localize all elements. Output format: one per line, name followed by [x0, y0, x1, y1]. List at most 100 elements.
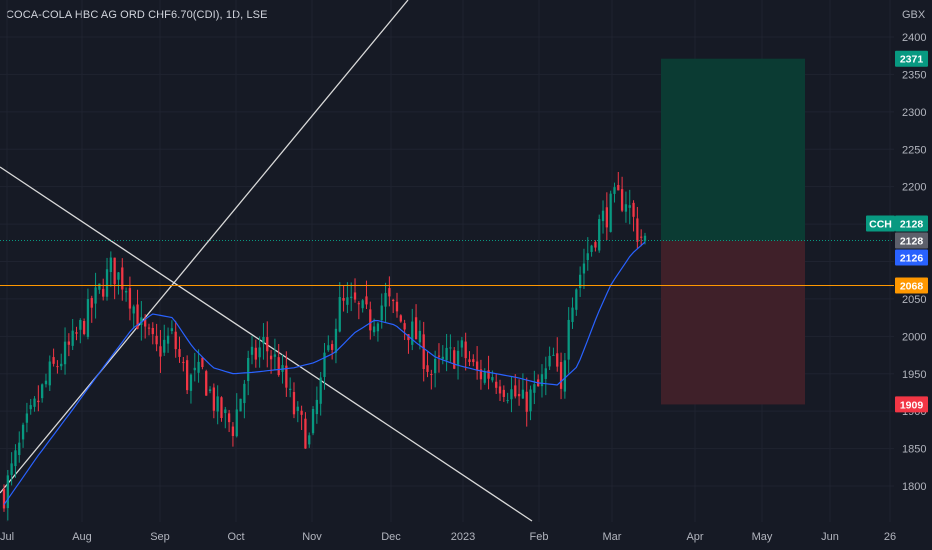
candle-body[interactable]	[563, 360, 567, 392]
candle-body[interactable]	[613, 187, 616, 194]
candle-body[interactable]	[220, 397, 223, 418]
candle-body[interactable]	[624, 204, 628, 212]
candle-body[interactable]	[243, 383, 246, 404]
candle-body[interactable]	[346, 297, 349, 305]
candle-body[interactable]	[170, 328, 174, 332]
candle-body[interactable]	[10, 463, 13, 475]
candle-body[interactable]	[63, 341, 67, 365]
candle-body[interactable]	[628, 205, 631, 208]
candle-body[interactable]	[414, 317, 418, 340]
candle-body[interactable]	[212, 387, 215, 411]
candle-body[interactable]	[517, 393, 521, 397]
candle-body[interactable]	[315, 399, 319, 415]
candle-body[interactable]	[372, 326, 376, 333]
candle-body[interactable]	[258, 347, 261, 358]
candle-body[interactable]	[185, 360, 189, 391]
candle-body[interactable]	[418, 330, 422, 343]
candle-body[interactable]	[6, 475, 9, 509]
candle-body[interactable]	[430, 374, 433, 376]
candle-body[interactable]	[205, 371, 208, 396]
candle-body[interactable]	[18, 442, 21, 456]
candle-body[interactable]	[113, 257, 116, 285]
candle-body[interactable]	[392, 299, 395, 302]
candle-body[interactable]	[640, 236, 643, 238]
candle-body[interactable]	[449, 347, 452, 349]
candle-body[interactable]	[296, 406, 299, 411]
candle-body[interactable]	[151, 328, 154, 335]
candle-body[interactable]	[25, 413, 29, 423]
candle-body[interactable]	[590, 245, 593, 252]
candle-body[interactable]	[224, 409, 227, 414]
candle-body[interactable]	[533, 384, 536, 393]
candle-body[interactable]	[605, 207, 608, 228]
candle-body[interactable]	[132, 306, 135, 314]
candle-body[interactable]	[353, 292, 357, 300]
candle-body[interactable]	[21, 424, 25, 440]
candle-body[interactable]	[44, 380, 48, 385]
candle-body[interactable]	[281, 365, 284, 372]
candle-body[interactable]	[208, 389, 212, 391]
candle-body[interactable]	[285, 365, 288, 388]
candle-body[interactable]	[495, 381, 498, 388]
candle-body[interactable]	[136, 304, 139, 329]
candle-body[interactable]	[357, 303, 360, 305]
candle-body[interactable]	[327, 345, 330, 351]
candle-body[interactable]	[620, 189, 624, 211]
candle-body[interactable]	[544, 368, 547, 379]
candle-body[interactable]	[510, 389, 513, 400]
candle-body[interactable]	[189, 374, 193, 391]
candle-body[interactable]	[338, 297, 341, 332]
candle-body[interactable]	[453, 350, 456, 369]
candle-body[interactable]	[163, 339, 166, 353]
candle-body[interactable]	[174, 331, 177, 350]
candle-body[interactable]	[277, 357, 280, 376]
candle-body[interactable]	[342, 298, 345, 301]
candle-body[interactable]	[384, 292, 387, 307]
candle-body[interactable]	[86, 299, 90, 337]
candle-body[interactable]	[388, 288, 391, 297]
candle-body[interactable]	[48, 361, 51, 386]
candle-body[interactable]	[483, 371, 486, 383]
candle-body[interactable]	[289, 388, 292, 391]
candle-body[interactable]	[525, 391, 528, 412]
candle-body[interactable]	[540, 374, 544, 387]
candle-body[interactable]	[514, 385, 517, 397]
candle-body[interactable]	[193, 367, 196, 371]
candle-body[interactable]	[250, 346, 254, 355]
candle-body[interactable]	[121, 267, 124, 290]
candle-body[interactable]	[14, 450, 17, 467]
candle-body[interactable]	[456, 350, 460, 366]
candle-body[interactable]	[586, 253, 589, 261]
candle-body[interactable]	[498, 386, 502, 394]
candle-body[interactable]	[601, 210, 605, 222]
candle-body[interactable]	[594, 242, 597, 248]
candle-body[interactable]	[300, 410, 303, 415]
trendline-descending[interactable]	[0, 166, 533, 522]
candle-body[interactable]	[262, 336, 265, 344]
candle-body[interactable]	[369, 309, 372, 331]
candle-body[interactable]	[502, 389, 505, 397]
candle-body[interactable]	[380, 305, 383, 321]
candle-body[interactable]	[559, 362, 563, 389]
candle-body[interactable]	[239, 398, 242, 412]
candle-body[interactable]	[98, 283, 101, 290]
candle-body[interactable]	[552, 354, 555, 356]
loss-zone[interactable]	[661, 240, 805, 405]
candle-body[interactable]	[395, 301, 399, 312]
candle-body[interactable]	[407, 334, 410, 341]
candle-body[interactable]	[598, 219, 601, 251]
candle-body[interactable]	[82, 321, 86, 335]
candle-body[interactable]	[304, 418, 307, 449]
candle-body[interactable]	[235, 409, 238, 437]
candle-body[interactable]	[105, 269, 109, 297]
candle-body[interactable]	[479, 369, 483, 380]
candle-body[interactable]	[166, 335, 170, 344]
candle-body[interactable]	[617, 184, 620, 191]
candle-body[interactable]	[52, 357, 55, 364]
candle-body[interactable]	[33, 398, 36, 407]
candle-body[interactable]	[556, 353, 559, 367]
candle-body[interactable]	[365, 296, 368, 305]
candle-body[interactable]	[361, 300, 364, 309]
candle-body[interactable]	[308, 435, 311, 445]
